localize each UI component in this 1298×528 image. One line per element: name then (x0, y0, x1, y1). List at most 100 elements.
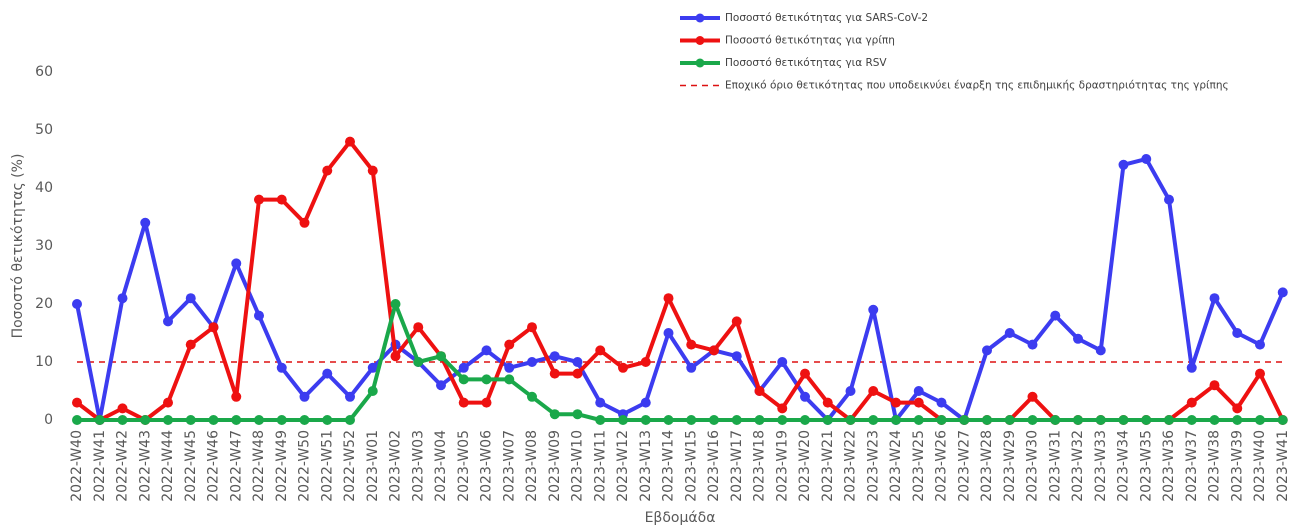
point (458, 397, 469, 408)
point (1141, 154, 1152, 164)
x-tick-label: 2023-W02 (388, 430, 404, 502)
x-tick-label: 2022-W41 (92, 430, 108, 502)
y-tick-label: 50 (35, 122, 53, 138)
x-tick-label: 2023-W13 (638, 430, 654, 502)
point (345, 415, 355, 425)
point (777, 415, 788, 425)
point (458, 374, 469, 385)
point (72, 415, 82, 425)
point (1255, 368, 1265, 379)
x-tick-label: 2022-W52 (342, 430, 358, 502)
x-tick-label: 2022-W49 (274, 430, 290, 502)
y-tick-label: 0 (44, 412, 53, 428)
point (549, 409, 560, 420)
y-tick-label: 30 (35, 238, 53, 254)
point (367, 362, 378, 373)
point (1255, 339, 1265, 350)
point (731, 351, 742, 362)
point (322, 415, 333, 425)
point (572, 409, 583, 420)
point (913, 397, 924, 408)
point (822, 415, 833, 425)
point (891, 397, 901, 408)
x-tick-label: 2022-W43 (137, 430, 153, 502)
point (185, 339, 196, 350)
point (709, 415, 719, 425)
point (709, 345, 719, 356)
point (481, 397, 492, 408)
x-tick-label: 2023-W35 (1138, 430, 1154, 502)
y-axis-title: Ποσοστό θετικότητας (%) (10, 154, 26, 339)
point (481, 345, 492, 356)
x-tick-label: 2023-W05 (456, 430, 472, 502)
point (504, 339, 515, 350)
point (663, 293, 674, 304)
point (572, 357, 583, 367)
point (822, 397, 833, 408)
point (163, 316, 173, 327)
point (1232, 415, 1243, 425)
point (1118, 159, 1129, 170)
point (777, 357, 788, 367)
point (936, 397, 947, 408)
x-tick-label: 2023-W39 (1229, 430, 1245, 502)
point (777, 403, 788, 414)
x-tick-label: 2023-W15 (683, 430, 699, 502)
point (254, 310, 264, 321)
point (800, 391, 810, 402)
point (891, 415, 901, 425)
legend-label: Ποσοστό θετικότητας για SARS-CoV-2 (725, 12, 928, 24)
point (345, 391, 355, 402)
point (527, 391, 537, 402)
x-tick-label: 2022-W40 (69, 430, 85, 502)
point (276, 415, 287, 425)
y-tick-label: 40 (35, 180, 53, 196)
point (1095, 345, 1106, 356)
point (618, 362, 628, 373)
x-tick-label: 2023-W32 (1070, 430, 1086, 502)
point (1073, 415, 1083, 425)
point (731, 316, 742, 327)
point (1073, 333, 1083, 344)
x-tick-label: 2023-W12 (615, 430, 631, 502)
point (390, 299, 401, 309)
point (1209, 415, 1220, 425)
point (208, 415, 219, 425)
point (1027, 415, 1038, 425)
x-tick-label: 2023-W03 (410, 430, 426, 502)
point (549, 368, 560, 379)
point (481, 374, 492, 385)
point (1141, 415, 1152, 425)
x-tick-label: 2023-W41 (1275, 430, 1291, 502)
point (185, 293, 196, 304)
point (1027, 339, 1038, 350)
point (731, 415, 742, 425)
point (231, 391, 242, 402)
point (1209, 293, 1220, 304)
point (1004, 328, 1015, 338)
point (845, 386, 856, 396)
x-tick-label: 2023-W08 (524, 430, 540, 502)
point (208, 322, 219, 333)
x-tick-label: 2023-W23 (865, 430, 881, 502)
point (868, 415, 879, 425)
point (686, 339, 697, 350)
point (322, 165, 333, 176)
x-tick-label: 2022-W45 (183, 430, 199, 502)
x-tick-label: 2023-W20 (797, 430, 813, 502)
point (1095, 415, 1106, 425)
x-tick-label: 2022-W48 (251, 430, 267, 502)
x-tick-label: 2023-W09 (547, 430, 563, 502)
point (299, 217, 310, 228)
x-tick-label: 2022-W47 (228, 430, 244, 502)
point (1255, 415, 1265, 425)
point (117, 403, 128, 414)
legend-marker (695, 36, 705, 45)
point (754, 386, 765, 396)
point (1164, 415, 1174, 425)
point (299, 415, 310, 425)
point (595, 397, 606, 408)
x-tick-label: 2023-W28 (979, 430, 995, 502)
point (140, 217, 151, 228)
x-tick-label: 2023-W25 (911, 430, 927, 502)
